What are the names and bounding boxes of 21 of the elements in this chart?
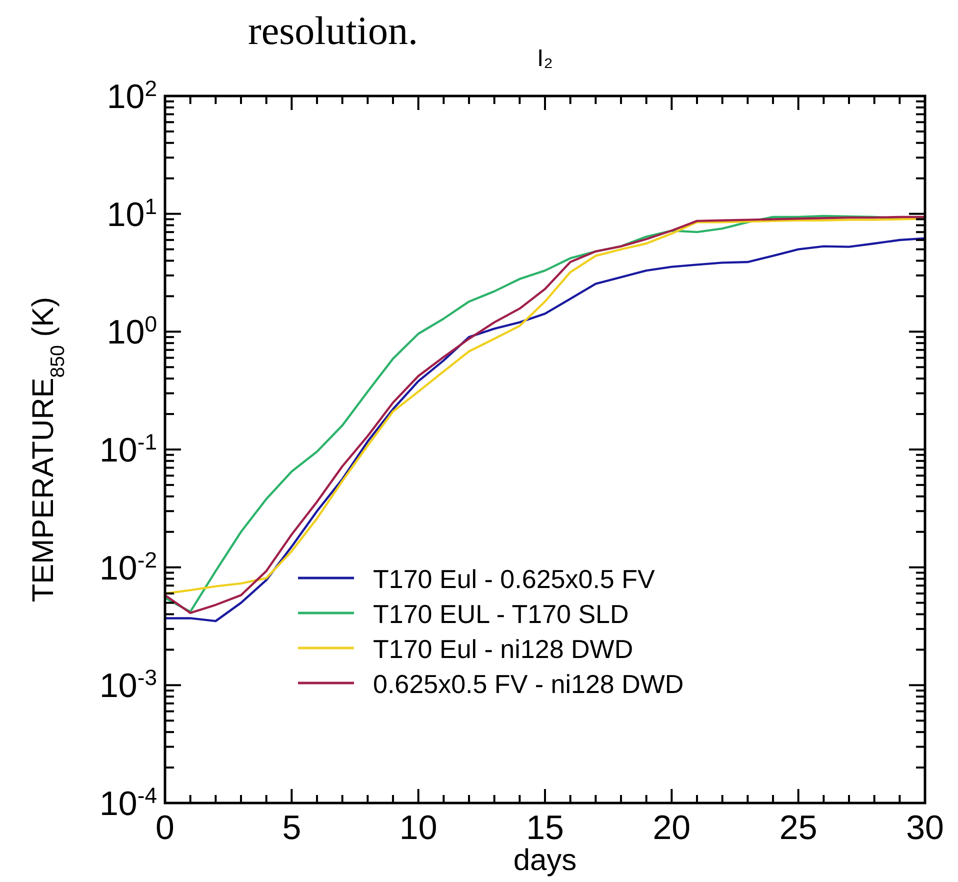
x-tick-label: 20 [652, 809, 691, 847]
x-tick-label: 25 [779, 809, 818, 847]
y-tick-label: 10$^{-1}$ [100, 429, 157, 470]
x-tick-label: 0 [156, 809, 174, 847]
legend-label: T170 Eul - ni128 DWD [373, 634, 634, 664]
y-tick-label: 10$^{-3}$ [100, 664, 157, 706]
text: resolution. [248, 8, 418, 53]
legend-label: T170 EUL - T170 SLD [373, 599, 629, 629]
x-tick-label: 30 [906, 809, 944, 847]
legend-label: T170 Eul - 0.625x0.5 FV [373, 564, 656, 594]
y-tick-label: 10$^{-4}$ [100, 782, 157, 823]
y-tick-label: 10$^{0}$ [106, 311, 157, 352]
y-tick-label: 10$^{2}$ [106, 76, 157, 116]
x-tick-label: 5 [282, 809, 302, 847]
legend-label: 0.625x0.5 FV - ni128 DWD [373, 669, 684, 699]
y-tick-label: 10$^{-2}$ [100, 546, 157, 588]
x-tick-label: 15 [526, 809, 564, 847]
y-tick-label: 10$^{1}$ [106, 193, 157, 234]
chart-title: I₂ [537, 45, 553, 72]
x-tick-label: 10 [399, 809, 438, 847]
x-axis-title: days [513, 844, 577, 877]
